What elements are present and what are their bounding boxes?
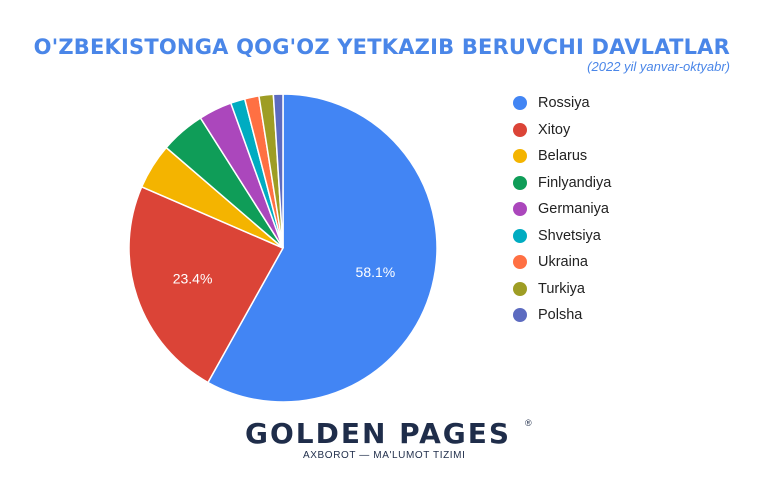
legend-item-polsha: Polsha bbox=[513, 302, 611, 329]
legend-swatch bbox=[513, 149, 527, 164]
legend-swatch bbox=[513, 202, 527, 217]
legend-swatch bbox=[513, 281, 527, 296]
chart-title: O'ZBEKISTONGA QOG'OZ YETKAZIB BERUVCHI D… bbox=[33, 35, 730, 59]
legend-label: Belarus bbox=[538, 148, 588, 165]
pie-slice-rossiya bbox=[206, 93, 438, 403]
legend-item-ukraina: Ukraina bbox=[513, 249, 611, 276]
legend-label: Finlyandiya bbox=[538, 174, 612, 191]
legend-swatch bbox=[513, 308, 527, 323]
legend-item-xitoy: Xitoy bbox=[513, 117, 611, 144]
legend-swatch bbox=[513, 175, 527, 190]
legend-item-germaniya: Germaniya bbox=[513, 196, 611, 223]
legend-label: Rossiya bbox=[538, 95, 590, 112]
legend-label: Polsha bbox=[538, 307, 583, 324]
pie-slice-polsha bbox=[272, 93, 284, 249]
legend-label: Ukraina bbox=[538, 254, 588, 271]
legend-label: Germaniya bbox=[538, 201, 609, 218]
legend-swatch bbox=[513, 228, 527, 243]
legend-label: Shvetsiya bbox=[538, 227, 601, 244]
chart-legend: Rossiya Xitoy Belarus Finlyandiya Germaniya S… bbox=[513, 90, 611, 329]
logo-tagline: AXBOROT — MA'LUMOT TIZIMI bbox=[303, 450, 466, 461]
legend-item-turkiya: Turkiya bbox=[513, 276, 611, 303]
chart-subtitle: (2022 yil yanvar-oktyabr) bbox=[587, 59, 730, 74]
legend-swatch bbox=[513, 122, 527, 137]
pie-slice-xitoy bbox=[128, 185, 285, 384]
slice-data-label-xitoy: 23.4% bbox=[173, 271, 213, 287]
golden-pages-logo: GOLDEN PAGES ® AXBOROT — MA'LUMOT TIZIMI bbox=[245, 417, 545, 462]
legend-item-shvetsiya: Shvetsiya bbox=[513, 223, 611, 250]
logo-name: GOLDEN PAGES bbox=[245, 417, 512, 450]
legend-item-finlyandiya: Finlyandiya bbox=[513, 170, 611, 197]
slice-data-label-rossiya: 58.1% bbox=[356, 264, 396, 280]
legend-item-belarus: Belarus bbox=[513, 143, 611, 170]
logo-registered-mark: ® bbox=[525, 418, 532, 428]
legend-label: Xitoy bbox=[538, 121, 571, 138]
legend-label: Turkiya bbox=[538, 280, 585, 297]
legend-swatch bbox=[513, 96, 527, 111]
legend-item-rossiya: Rossiya bbox=[513, 90, 611, 117]
legend-swatch bbox=[513, 255, 527, 270]
